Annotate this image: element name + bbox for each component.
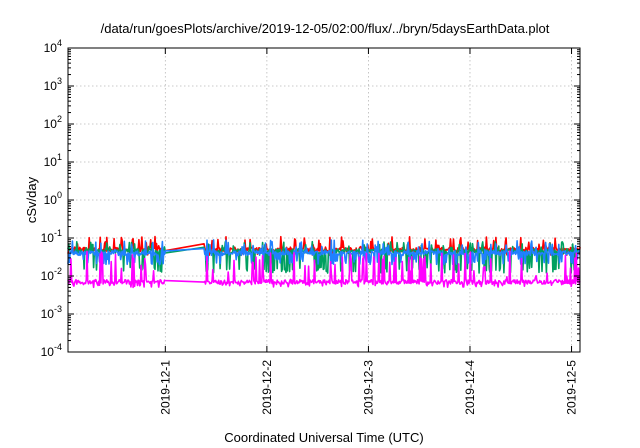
y-tick-label: 10-4 (41, 342, 62, 359)
y-tick-label: 102 (44, 114, 62, 131)
chart-title: /data/run/goesPlots/archive/2019-12-05/0… (101, 21, 550, 36)
y-tick-label: 10-2 (41, 266, 62, 283)
y-tick-label: 100 (44, 190, 62, 207)
y-tick-label: 101 (44, 152, 62, 169)
x-axis-label: Coordinated Universal Time (UTC) (224, 430, 423, 445)
series-line-3 (67, 250, 581, 289)
y-axis: 10-4 10-3 10-2 10-1 100 101 102 103 104 (41, 38, 580, 359)
x-tick-label: 2019-12-3 (361, 360, 375, 415)
series-line-2 (67, 239, 581, 266)
y-tick-label: 104 (44, 38, 62, 55)
series-group (67, 235, 581, 289)
x-axis: 2019-12-1 2019-12-2 2019-12-3 2019-12-4 2019… (158, 48, 579, 415)
y-axis-label: cSv/day (24, 176, 39, 223)
y-tick-label: 103 (44, 76, 62, 93)
y-tick-label: 10-1 (41, 228, 62, 245)
x-tick-label: 2019-12-1 (158, 360, 172, 415)
x-tick-label: 2019-12-2 (260, 360, 274, 415)
y-tick-label: 10-3 (41, 304, 62, 321)
x-tick-label: 2019-12-4 (463, 360, 477, 415)
x-tick-label: 2019-12-5 (565, 360, 579, 415)
grid (68, 48, 580, 352)
